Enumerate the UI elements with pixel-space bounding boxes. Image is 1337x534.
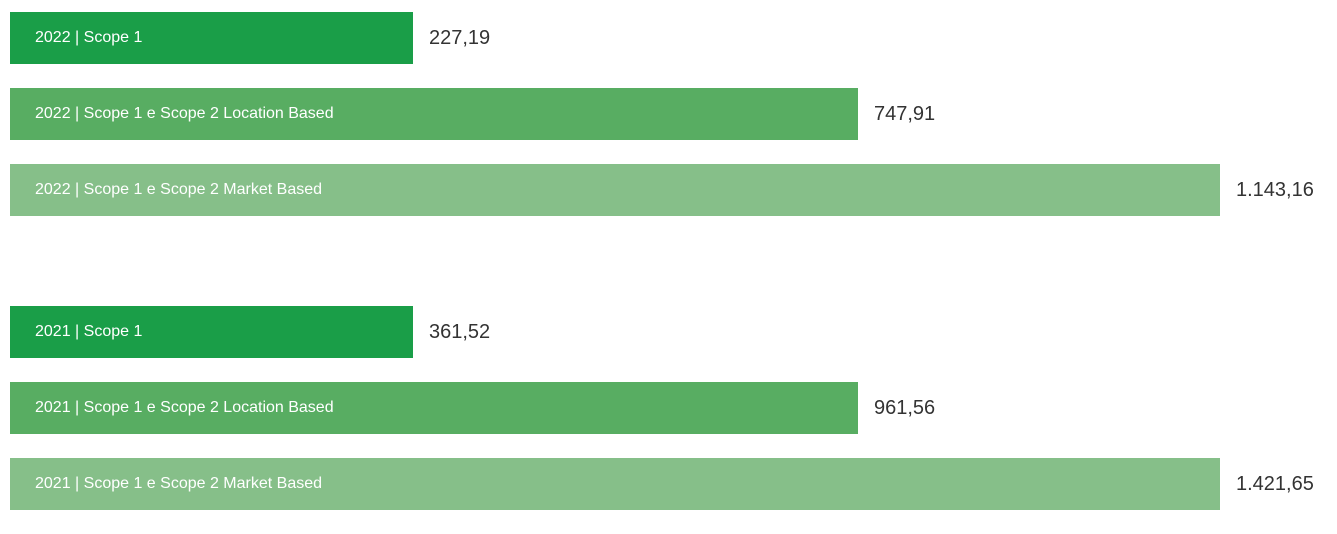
bar-label: 2022 | Scope 1 e Scope 2 Market Based [10, 164, 1220, 216]
bar-value: 961,56 [874, 396, 936, 419]
bar-group: 2021 | Scope 1 361,52 2021 | Scope 1 e Sco… [10, 306, 1337, 534]
bar-value: 1.421,65 [1236, 472, 1314, 495]
bar-value: 227,19 [429, 26, 491, 49]
bar-group: 2022 | Scope 1 227,19 2022 | Scope 1 e Sco… [10, 12, 1337, 240]
bar-row: 2021 | Scope 1 361,52 [10, 306, 1337, 358]
bar-row: 2021 | Scope 1 e Scope 2 Market Based 1.4… [10, 458, 1337, 510]
bar-value: 747,91 [874, 102, 936, 125]
bar-row: 2022 | Scope 1 e Scope 2 Location Based 7… [10, 88, 1337, 140]
bar-row: 2022 | Scope 1 e Scope 2 Market Based 1.1… [10, 164, 1337, 216]
bar-row: 2021 | Scope 1 e Scope 2 Location Based 9… [10, 382, 1337, 434]
bar-label: 2021 | Scope 1 e Scope 2 Location Based [10, 382, 858, 434]
page: {"groups": [ {"rows": [ {"label": "2022 … [10, 12, 1337, 510]
bar-label: 2022 | Scope 1 [10, 12, 413, 64]
bar-label: 2022 | Scope 1 e Scope 2 Location Based [10, 88, 858, 140]
bar-row: 2022 | Scope 1 227,19 [10, 12, 1337, 64]
bar-value: 1.143,16 [1236, 178, 1314, 201]
bar-label: 2021 | Scope 1 e Scope 2 Market Based [10, 458, 1220, 510]
bar-value: 361,52 [429, 320, 491, 343]
bar-label: 2021 | Scope 1 [10, 306, 413, 358]
